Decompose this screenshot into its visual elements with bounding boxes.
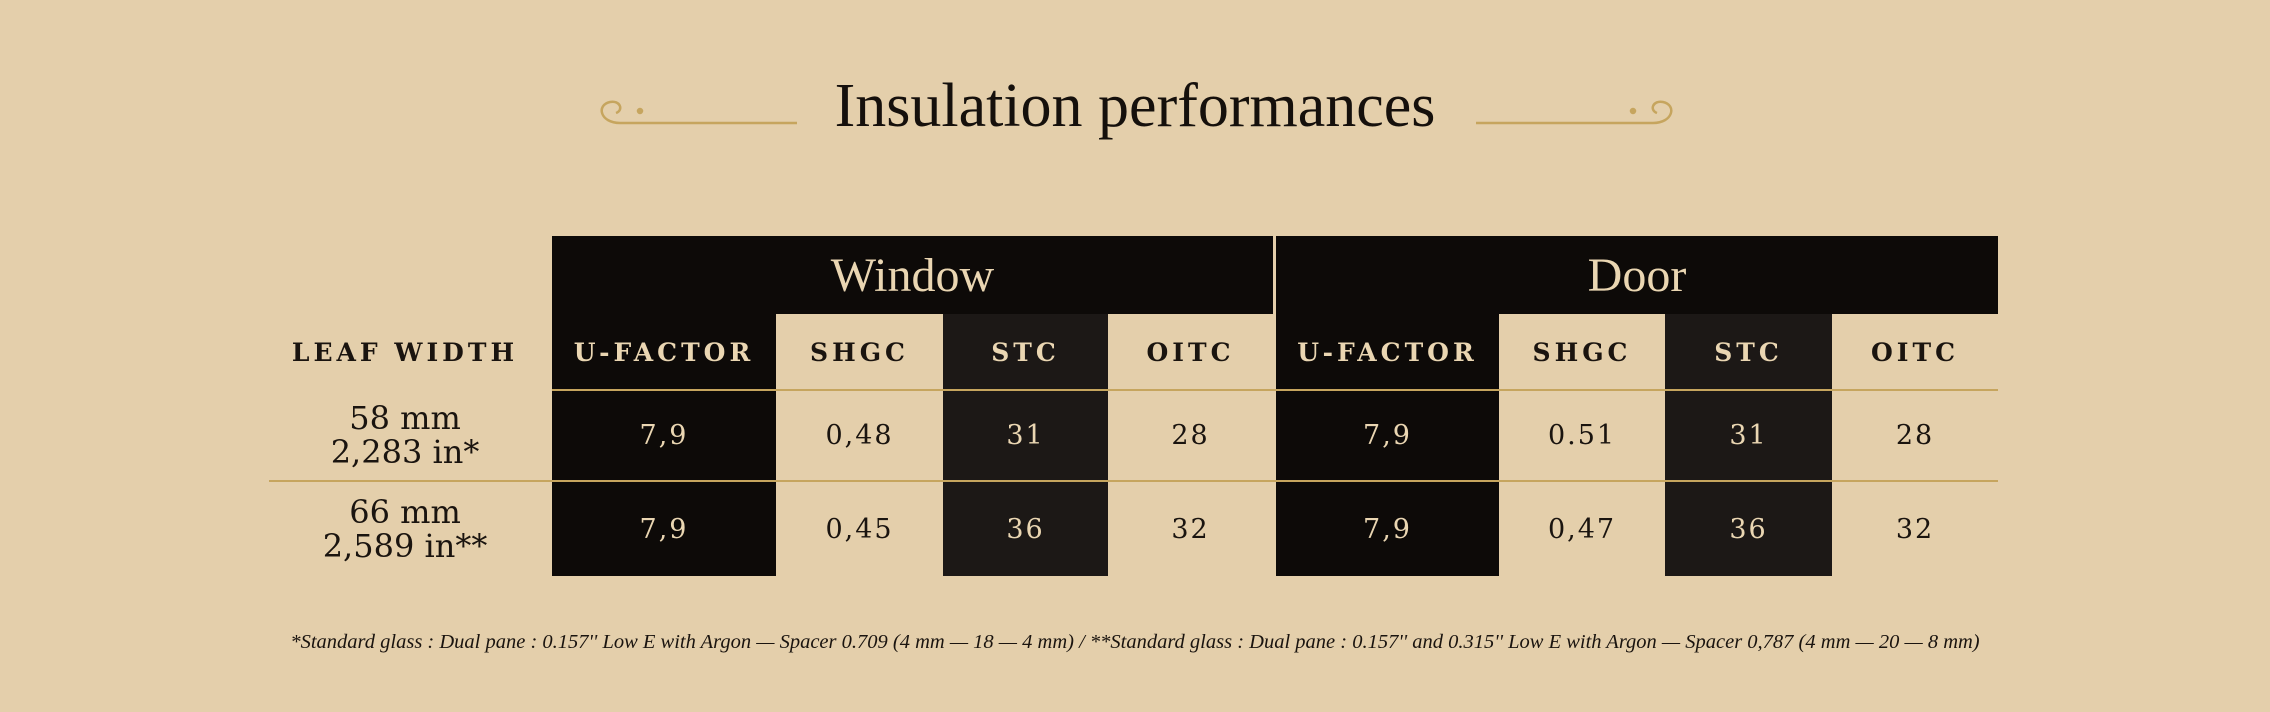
footnote: *Standard glass : Dual pane : 0.157'' Lo…	[290, 630, 1980, 653]
rule	[269, 480, 1998, 482]
column-header: OITC	[1871, 337, 1959, 367]
value-cell: 0.51	[1547, 419, 1617, 451]
value-cell: 36	[1729, 513, 1768, 545]
value-cell: 0,45	[825, 513, 894, 545]
value-cell: 7,9	[1363, 513, 1412, 545]
value-cell: 7,9	[639, 513, 689, 545]
column-header: U-FACTOR	[573, 337, 755, 367]
row-label: 66 mm 2,589 in**	[270, 482, 540, 576]
column-header: STC	[1714, 337, 1783, 367]
rule	[552, 389, 1998, 391]
row-label-line: 58 mm	[349, 399, 461, 437]
value-cell: 32	[1895, 513, 1935, 545]
row-label-line: 66 mm	[349, 493, 461, 531]
column-header: SHGC	[1532, 337, 1632, 367]
column-shade	[552, 314, 776, 576]
value-cell: 0,48	[825, 419, 894, 451]
column-header: OITC	[1146, 337, 1235, 367]
row-label-line: 2,589 in**	[322, 527, 488, 565]
row-label-line: 2,283 in*	[330, 433, 480, 471]
title: Insulation performances	[834, 71, 1436, 140]
value-cell: 28	[1171, 419, 1210, 451]
row-label: 58 mm 2,283 in*	[270, 391, 540, 479]
value-cell: 7,9	[639, 419, 689, 451]
column-header: STC	[991, 337, 1060, 367]
group-header: Window	[552, 236, 1273, 314]
value-cell: 28	[1895, 419, 1935, 451]
column-header: U-FACTOR	[1297, 337, 1478, 367]
value-cell: 36	[1006, 513, 1045, 545]
value-cell: 31	[1729, 419, 1768, 451]
title-flourish-left	[600, 100, 797, 125]
value-cell: 0,47	[1547, 513, 1617, 545]
value-cell: 7,9	[1363, 419, 1412, 451]
row-header: LEAF WIDTH	[291, 337, 519, 367]
title-flourish-right	[1476, 100, 1673, 125]
value-cell: 32	[1171, 513, 1210, 545]
value-cell: 31	[1006, 419, 1045, 451]
column-shade	[943, 314, 1108, 576]
group-header: Door	[1276, 236, 1998, 314]
column-header: SHGC	[810, 337, 909, 367]
column-shade	[1276, 314, 1499, 576]
column-shade	[1665, 314, 1832, 576]
